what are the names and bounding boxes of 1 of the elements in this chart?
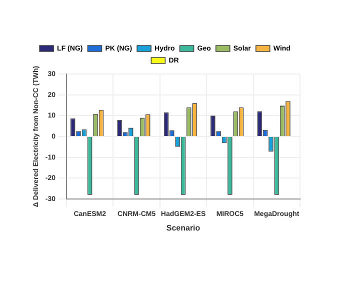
x-axis-title: Scenario	[166, 223, 200, 232]
